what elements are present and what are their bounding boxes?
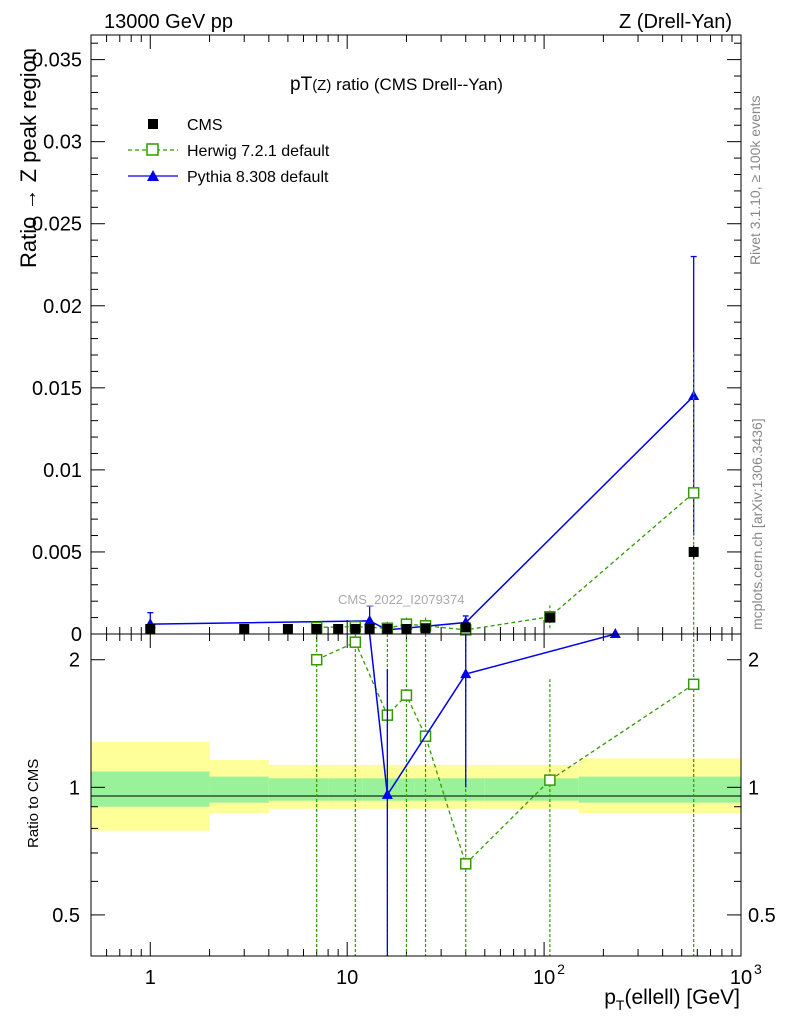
x-axis-label-p: p	[604, 986, 616, 1009]
cms-point	[382, 624, 393, 634]
legend: CMS Herwig 7.2.1 default Pythia 8.308 de…	[128, 117, 330, 186]
cms-point	[333, 624, 344, 634]
cms-point	[688, 546, 699, 557]
uncertainty-band-inner	[414, 778, 442, 801]
cms-point	[420, 623, 431, 634]
uncertainty-band-inner	[362, 778, 398, 801]
ratio-ticks: 1 10 10 2 10 30.5 0.51 12 2	[52, 634, 776, 989]
legend-herwig-label: Herwig 7.2.1 default	[187, 143, 330, 160]
x-axis-label-sub: T	[616, 997, 625, 1013]
x-tick-label: 1	[145, 967, 156, 989]
ratio-bands	[91, 741, 741, 831]
cms-point	[311, 624, 322, 634]
header-right: Z (Drell-Yan)	[619, 11, 732, 33]
y-tick-label-main: 0	[71, 624, 82, 646]
ratio-marks	[310, 628, 700, 956]
herwig-point	[687, 487, 700, 499]
legend-pythia-marker	[147, 170, 159, 181]
y-tick-label-main: 0.03	[43, 132, 82, 154]
legend-pythia-label: Pythia 8.308 default	[187, 169, 329, 186]
legend-herwig-marker	[146, 143, 159, 156]
herwig-ratio-point	[544, 774, 556, 786]
chart-title-main: pT	[290, 74, 313, 95]
y-tick-label-ratio: 0.5	[52, 905, 80, 927]
uncertainty-band-inner	[441, 778, 485, 801]
y-tick-label-main: 0.035	[32, 50, 82, 72]
uncertainty-band-inner	[578, 776, 741, 803]
cms-point	[401, 624, 412, 634]
herwig-ratio-point	[310, 653, 323, 666]
herwig-ratio-point	[349, 636, 362, 648]
pythia-ratio-point	[609, 628, 621, 638]
uncertainty-band-inner	[328, 778, 363, 801]
y-tick-label-ratio-right: 2	[748, 650, 759, 672]
y-tick-label-main: 0.005	[32, 542, 82, 564]
x-tick-label-sup: 3	[754, 961, 762, 977]
x-tick-label: 10	[533, 967, 555, 989]
cms-point	[544, 612, 555, 623]
y-tick-label-ratio-right: 0.5	[748, 905, 776, 927]
y-tick-label-main: 0.02	[43, 296, 82, 318]
x-axis-label-rest: (ellell) [GeV]	[624, 986, 740, 1009]
x-tick-label-sup: 2	[557, 961, 565, 977]
uncertainty-band-inner	[268, 778, 329, 801]
pythia-ratio-point	[381, 788, 393, 799]
ratio-plot-frame	[90, 633, 742, 957]
chart-title-rest: ratio (CMS Drell--Yan)	[331, 75, 503, 94]
y-tick-label-main: 0.01	[43, 460, 82, 482]
pythia-point	[688, 390, 700, 401]
ratio-y-axis-label: Ratio to CMS	[25, 759, 42, 848]
chart-title: pT(Z) ratio (CMS Drell--Yan)	[290, 74, 503, 95]
cms-point	[239, 624, 250, 634]
y-tick-label-main: 0.025	[32, 214, 82, 236]
herwig-ratio-line	[316, 641, 695, 866]
herwig-line	[316, 492, 695, 631]
main-ticks: 0 0.005 0.01 0.015 0.02 0.025 0.03 0.035	[32, 35, 741, 646]
x-tick-label: 10	[730, 967, 752, 989]
y-tick-label-main: 0.015	[32, 378, 82, 400]
cms-point	[350, 624, 361, 634]
cms-point	[460, 622, 471, 633]
x-tick-label: 10	[336, 967, 358, 989]
watermark: CMS_2022_I2079374	[338, 592, 465, 607]
pythia-point	[364, 614, 376, 625]
uncertainty-band-inner	[91, 771, 210, 807]
pythia-ratio-line	[368, 633, 616, 798]
cms-point	[282, 624, 293, 634]
y-tick-label-ratio-right: 1	[748, 777, 759, 799]
herwig-ratio-point	[459, 858, 472, 870]
main-plot: 0 0.005 0.01 0.015 0.02 0.025 0.03 0.035 CMS_20…	[16, 34, 742, 646]
herwig-ratio-point	[400, 689, 413, 701]
x-axis-label: pT(ellell) [GeV]	[604, 986, 740, 1013]
cms-point	[364, 624, 375, 634]
y-tick-label-ratio: 1	[69, 777, 80, 799]
rivet-label: Rivet 3.1.10, ≥ 100k events	[747, 95, 763, 265]
legend-cms-marker	[148, 119, 158, 129]
chart-title-sub: (Z)	[312, 77, 331, 94]
main-y-axis-label: Ratio → Z peak region	[16, 48, 41, 268]
ratio-plot: 1 10 10 2 10 30.5 0.51 12 2 Ratio to CMS	[25, 628, 776, 989]
legend-cms-label: CMS	[187, 117, 223, 134]
y-tick-label-ratio: 2	[69, 650, 80, 672]
pythia-ratio-point	[460, 668, 472, 679]
uncertainty-band-inner	[209, 776, 269, 803]
herwig-ratio-point	[687, 678, 700, 691]
cms-point	[145, 624, 156, 634]
mcplots-label: mcplots.cern.ch [arXiv:1306.3436]	[749, 418, 765, 630]
header-left: 13000 GeV pp	[104, 11, 233, 33]
main-marks	[144, 255, 700, 636]
